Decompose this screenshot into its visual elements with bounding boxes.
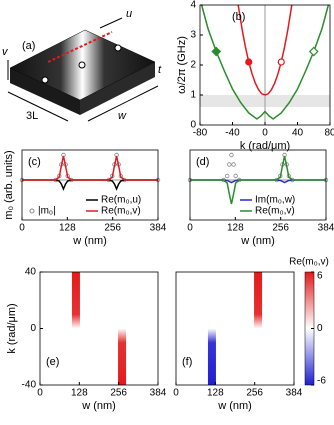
x-tick-label: 0 xyxy=(187,223,193,234)
domain-wall xyxy=(47,31,113,63)
panel: -80 -40 0 40 80 0 1 2 3 4 k (rad/μm) ω/2π (GHz) (b) xyxy=(176,0,334,152)
data-point xyxy=(227,162,232,167)
panel-label: (c) xyxy=(28,156,41,168)
panel-label: (a) xyxy=(22,40,35,52)
x-tick-label: 128 xyxy=(71,388,88,399)
field-symbol xyxy=(41,76,49,84)
plot-frame xyxy=(21,149,159,221)
u-arrow xyxy=(99,17,123,29)
y-tick-label: 1 xyxy=(190,90,196,101)
series-line xyxy=(237,4,293,96)
series-line xyxy=(22,155,158,181)
x-tick-label: 128 xyxy=(207,388,224,399)
y-tick-label: 3 xyxy=(190,30,196,41)
y-axis-label: ω/2π (GHz) xyxy=(176,36,188,94)
x-tick-label: -40 xyxy=(225,128,240,139)
x-tick-label: 384 xyxy=(150,388,167,399)
series-line xyxy=(200,4,330,120)
y-tick-label: 2 xyxy=(190,60,196,71)
field-symbol xyxy=(114,44,122,52)
x-tick-label: 256 xyxy=(110,388,127,399)
data-point xyxy=(224,173,230,179)
heatmap-cell xyxy=(254,272,263,329)
x-tick-label: 0 xyxy=(173,388,179,399)
series-line xyxy=(190,155,326,205)
x-tick-label: 128 xyxy=(227,223,244,234)
panel-label: (d) xyxy=(196,156,209,168)
panel-label: (e) xyxy=(46,356,59,368)
x-axis-label: w (nm) xyxy=(240,235,275,247)
y-tick-label: -40 xyxy=(22,380,37,391)
data-point xyxy=(229,152,234,158)
x-tick-label: 384 xyxy=(318,223,334,234)
t-label: t xyxy=(158,64,162,76)
x-tick-label: 256 xyxy=(104,223,121,234)
length-arrow xyxy=(7,91,69,122)
length-label: 3L xyxy=(26,110,38,122)
panel: Im(m₀,w)Re(m₀,v) 0 128 256 384 w (nm) (d) xyxy=(187,149,334,247)
x-tick-label: 0 xyxy=(37,388,43,399)
x-axis-label: w (nm) xyxy=(217,400,252,412)
slab-front xyxy=(80,62,155,115)
field-symbol xyxy=(78,61,86,69)
marker xyxy=(308,46,319,57)
plot-frame xyxy=(189,149,327,221)
heatmap-cell xyxy=(71,272,80,329)
legend-label: Re(m₀,v) xyxy=(101,206,141,217)
colorbar-label: Re(m₀,v) xyxy=(289,257,329,268)
y-tick-label: 40 xyxy=(25,267,37,278)
plot-frame xyxy=(175,271,295,386)
panel-label: (f) xyxy=(182,356,192,368)
colorbar-tick-label: -6 xyxy=(317,376,326,387)
colorbar-tick-label: 0 xyxy=(317,323,323,334)
x-axis-label: k (rad/μm) xyxy=(240,140,290,152)
x-axis-label: w (nm) xyxy=(81,400,116,412)
slab-side xyxy=(10,68,80,115)
panel: |m₀| Re(m₀,u)Re(m₀,v) 0 128 256 384 w (nm) m₀ (… xyxy=(3,149,167,247)
plot-frame xyxy=(39,271,159,386)
y-axis-label: m₀ (arb. units) xyxy=(3,150,15,219)
y-tick-label: 0 xyxy=(30,323,36,334)
marker xyxy=(211,46,222,57)
x-tick-label: 384 xyxy=(150,223,167,234)
colorbar-tick-label: 6 xyxy=(317,271,323,282)
x-tick-label: 0 xyxy=(262,128,268,139)
data-point xyxy=(231,162,236,167)
legend-label: |m₀| xyxy=(38,206,56,217)
x-tick-label: 256 xyxy=(246,388,263,399)
x-tick-label: 0 xyxy=(19,223,25,234)
x-tick-label: 80 xyxy=(324,128,334,139)
x-tick-label: 384 xyxy=(286,388,303,399)
legend-label: Re(m₀,u) xyxy=(101,195,141,206)
heatmap-cell xyxy=(207,328,216,385)
marker xyxy=(277,58,285,66)
legend-label: Im(m₀,w) xyxy=(255,195,295,206)
x-tick-label: 128 xyxy=(59,223,76,234)
x-tick-label: -80 xyxy=(193,128,208,139)
heatmap-cell xyxy=(118,328,127,385)
panel-label: (b) xyxy=(232,11,245,23)
y-tick-label: 0 xyxy=(190,120,196,131)
series-line xyxy=(22,179,158,191)
width-label: w xyxy=(118,110,127,122)
legend-label: Re(m₀,v) xyxy=(255,206,295,217)
x-tick-label: 256 xyxy=(272,223,289,234)
slab-diagram: (a) u v t 3L w xyxy=(2,8,162,122)
panel: -6 0 6 Re(m₀,v) 0 128 256 384 w (nm) (f) xyxy=(173,257,329,412)
x-axis-label: w (nm) xyxy=(72,235,107,247)
y-axis-label: k (rad/μm) xyxy=(6,303,18,353)
x-tick-label: 40 xyxy=(292,128,304,139)
legend-swatch xyxy=(29,208,35,214)
v-label: v xyxy=(2,46,9,58)
u-label: u xyxy=(126,8,132,20)
width-arrow xyxy=(87,85,159,122)
data-point xyxy=(233,173,238,179)
marker xyxy=(245,58,253,66)
y-tick-label: 4 xyxy=(190,0,196,11)
